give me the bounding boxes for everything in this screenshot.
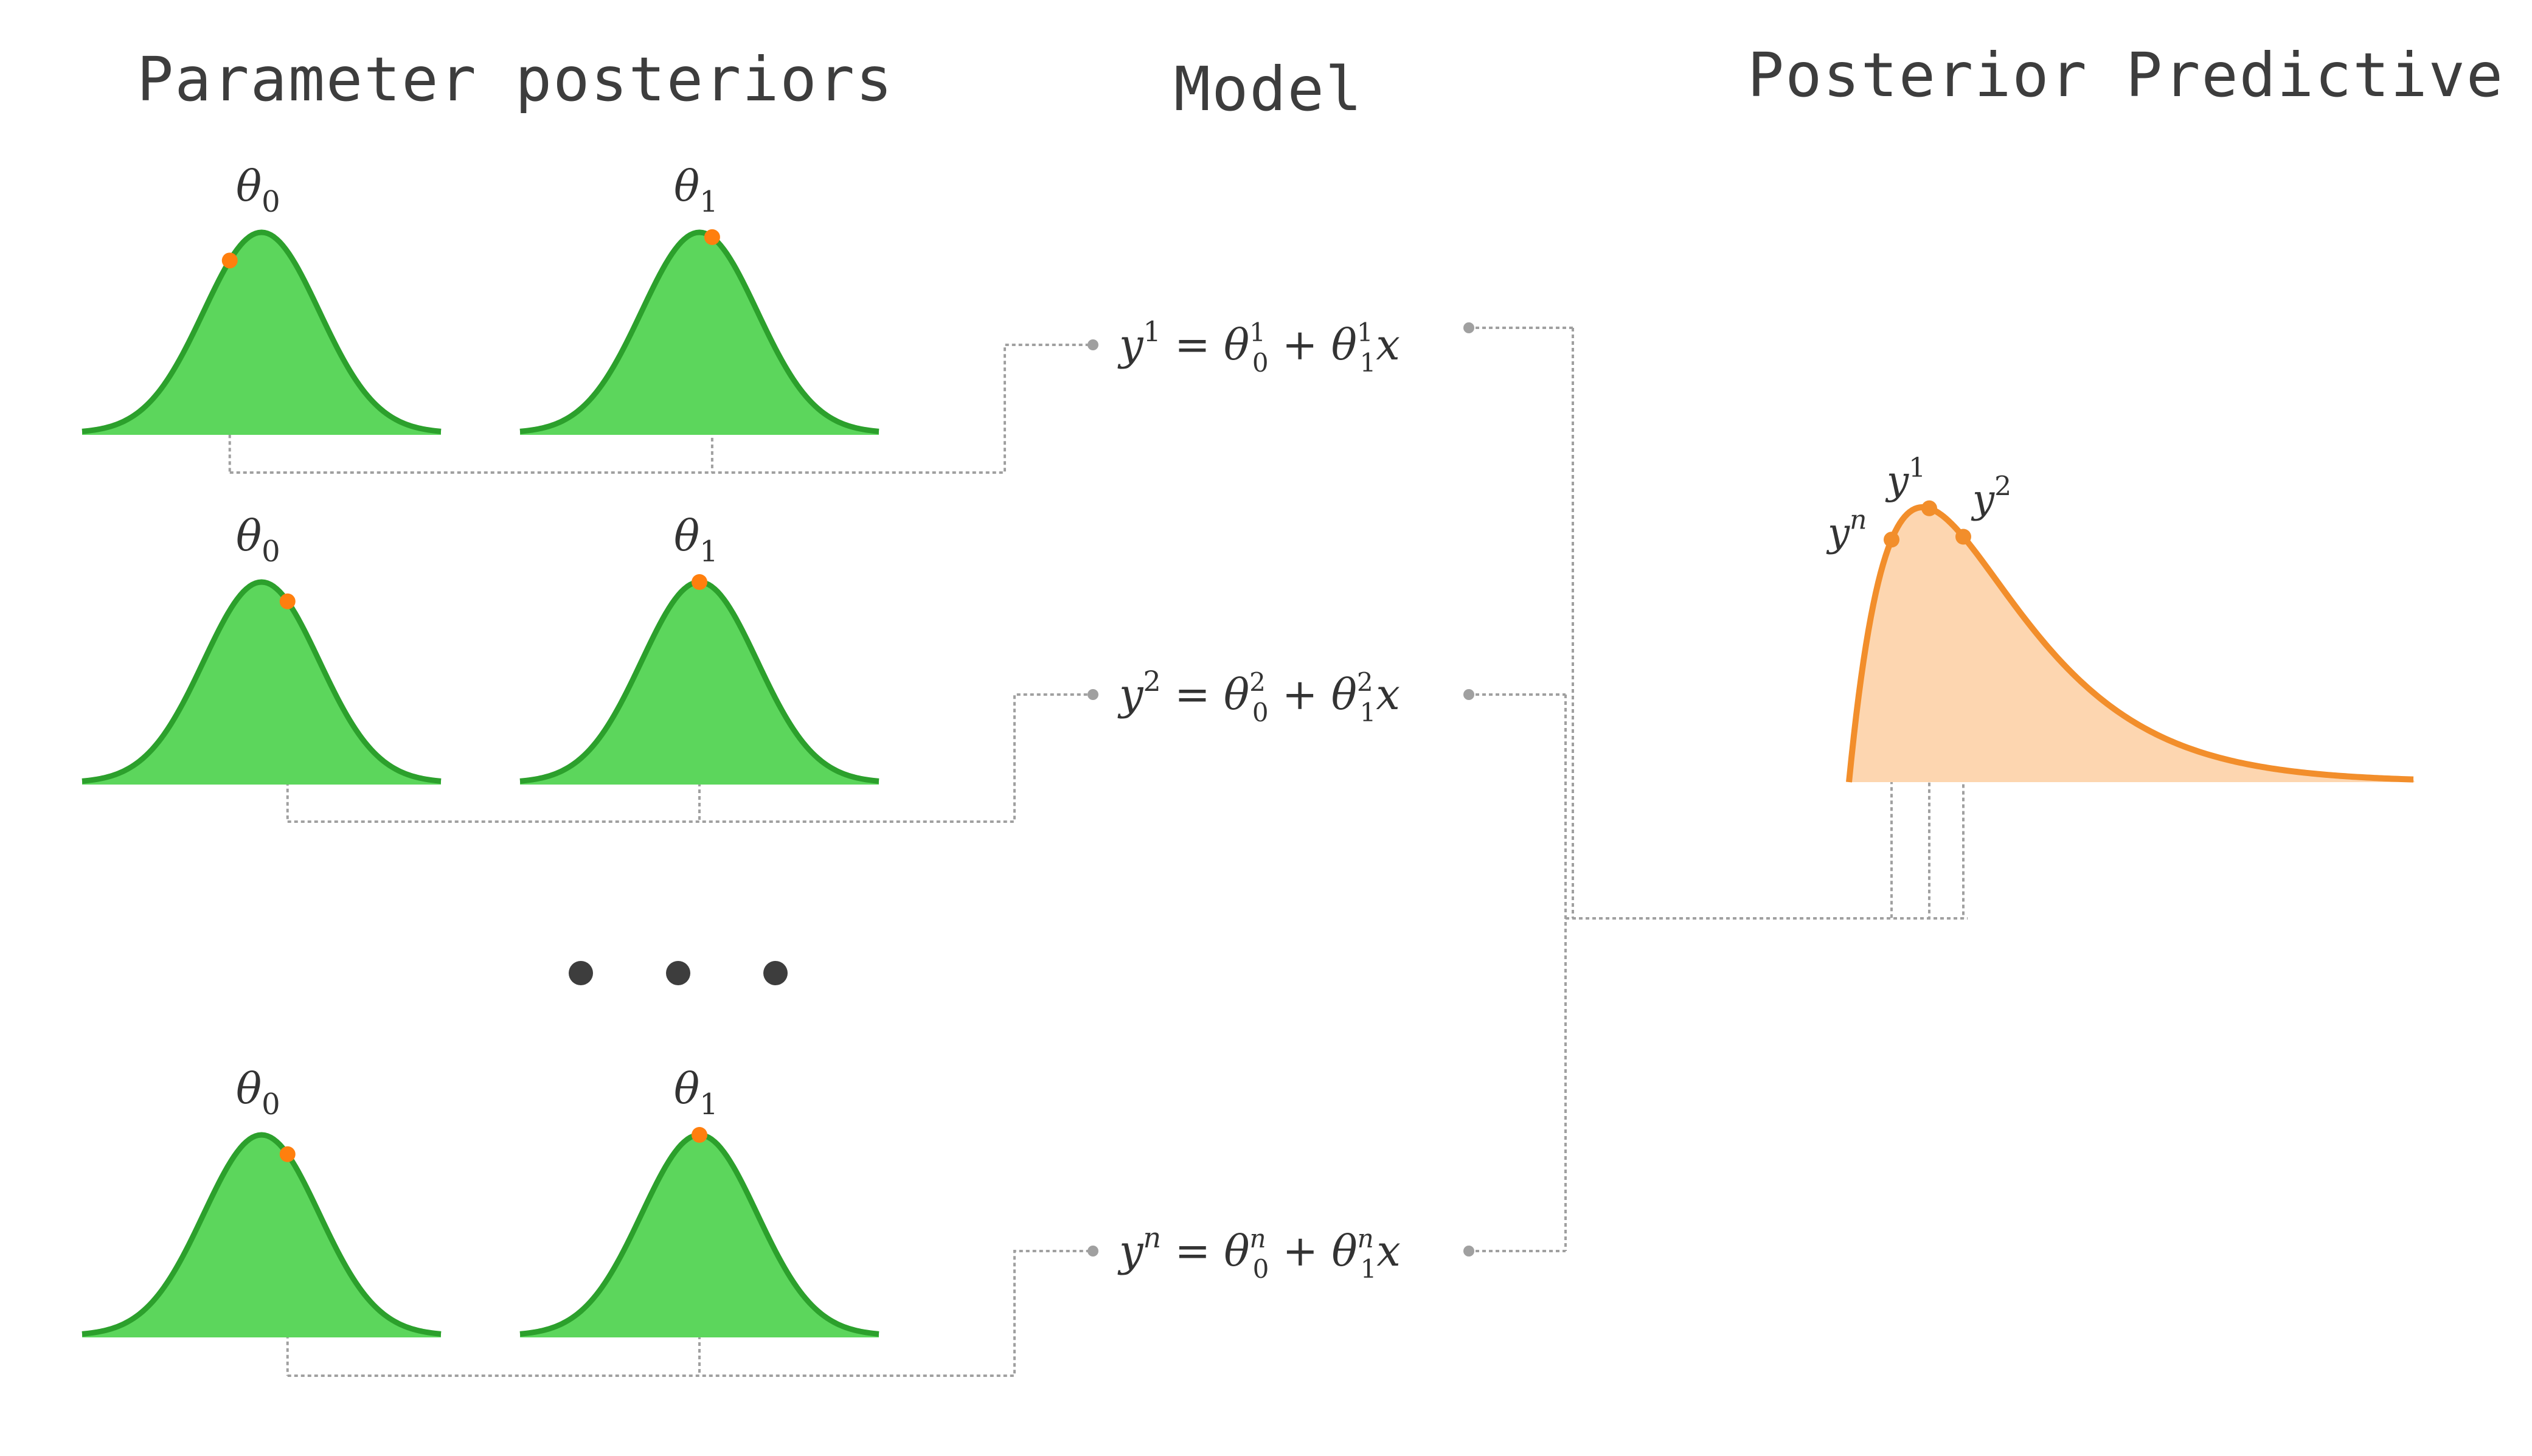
theta-subscript: 1 — [699, 535, 718, 569]
sample-point — [279, 1146, 296, 1162]
model-input-dot — [1087, 1246, 1098, 1257]
theta1-label: θ1 — [674, 161, 718, 219]
posterior-curve — [82, 1132, 442, 1337]
posterior-fill — [82, 1135, 441, 1337]
sample-point — [221, 252, 238, 269]
theta0-label: θ0 — [236, 161, 280, 219]
ellipsis-dot-3 — [763, 961, 788, 985]
posterior-fill — [82, 232, 441, 435]
predictive-label-2: y2 — [1971, 471, 2011, 522]
posterior-row2-theta0: θ0 — [82, 511, 442, 785]
model-equation-1: y1 = θ1 0 + θ1 1x — [1117, 315, 1400, 378]
model-output-dot — [1463, 322, 1474, 333]
ellipsis-dot-1 — [569, 961, 593, 985]
model-input-dot — [1087, 339, 1098, 350]
model-output-dot — [1463, 689, 1474, 700]
sample-point — [692, 1127, 707, 1143]
theta1-label: θ1 — [674, 1064, 718, 1121]
posterior-curve — [82, 229, 442, 434]
theta0-label: θ0 — [236, 511, 280, 569]
posterior-fill — [520, 582, 879, 785]
posterior-row1-theta0: θ0 — [82, 161, 442, 435]
connectors — [228, 237, 1968, 1377]
predictive-point-2 — [1955, 529, 1971, 545]
model-heading: Model — [1174, 54, 1364, 125]
posterior-predictive: y1 y2 yn — [1826, 452, 2415, 783]
posterior-row3-theta1: θ1 — [519, 1064, 879, 1337]
theta0-label: θ0 — [236, 1064, 280, 1121]
posterior-row2-theta1: θ1 — [519, 511, 879, 785]
predictive-point-1 — [1921, 500, 1937, 516]
posterior-row1-theta1: θ1 — [519, 161, 879, 435]
model-equation-3: yn = θn 0 + θn 1x — [1117, 1221, 1401, 1284]
predictive-curve — [1846, 504, 2414, 783]
sample-point — [279, 593, 296, 609]
sample-point — [704, 229, 720, 245]
row-to-model-line — [229, 344, 1092, 474]
predictive-label-1: y1 — [1885, 452, 1926, 504]
posterior-fill — [82, 582, 441, 785]
theta1-label: θ1 — [674, 511, 718, 569]
theta-subscript: 1 — [699, 1087, 718, 1121]
predictive-label-n: yn — [1826, 504, 1867, 555]
theta-subscript: 0 — [262, 185, 280, 219]
posterior-predictive-heading: Posterior Predictive — [1747, 40, 2505, 111]
ellipsis — [569, 961, 788, 985]
model-equation-2: y2 = θ2 0 + θ2 1x — [1117, 665, 1400, 727]
row-to-model-line — [287, 693, 1092, 823]
row-to-model-line — [287, 1250, 1092, 1377]
posterior-fill — [520, 1135, 879, 1337]
theta-subscript: 0 — [262, 1087, 280, 1121]
parameter-posteriors-heading: Parameter posteriors — [137, 44, 894, 115]
model-input-dot — [1087, 689, 1098, 700]
sample-point — [692, 574, 707, 590]
predictive-point-n — [1884, 532, 1899, 548]
theta-subscript: 0 — [262, 535, 280, 569]
ellipsis-dot-2 — [666, 961, 690, 985]
posterior-curve — [519, 229, 879, 434]
posterior-row3-theta0: θ0 — [82, 1064, 442, 1337]
parameter-posteriors: θ0 θ1 θ0 θ1 θ0 θ1 — [82, 161, 879, 1337]
posterior-fill — [520, 232, 879, 435]
predictive-distribution: y1 y2 yn — [1826, 452, 2415, 783]
theta-subscript: 1 — [699, 185, 718, 219]
posterior-curve — [82, 579, 442, 784]
predictive-fill — [1849, 507, 2415, 782]
model-output-dot — [1463, 1246, 1474, 1257]
model-equations: y1 = θ1 0 + θ1 1x y2 = θ2 0 + θ2 1x yn = θn 0 +… — [1087, 315, 1474, 1284]
